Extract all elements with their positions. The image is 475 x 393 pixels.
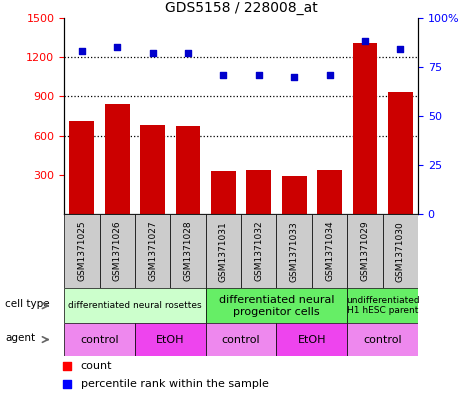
Bar <box>64 323 135 356</box>
Bar <box>64 214 100 288</box>
Bar <box>135 323 206 356</box>
Point <box>63 363 70 369</box>
Bar <box>347 323 418 356</box>
Text: EtOH: EtOH <box>156 334 184 345</box>
Bar <box>206 323 276 356</box>
Point <box>63 380 70 387</box>
Bar <box>176 127 200 214</box>
Point <box>326 72 333 78</box>
Bar <box>388 92 413 214</box>
Text: GSM1371030: GSM1371030 <box>396 221 405 281</box>
Bar <box>247 170 271 214</box>
Text: count: count <box>81 361 112 371</box>
Text: GSM1371034: GSM1371034 <box>325 221 334 281</box>
Point <box>149 50 156 56</box>
Bar <box>206 214 241 288</box>
Text: GSM1371033: GSM1371033 <box>290 221 299 281</box>
Bar <box>347 288 418 323</box>
Bar <box>312 214 347 288</box>
Point <box>290 73 298 80</box>
Text: control: control <box>222 334 260 345</box>
Bar <box>317 170 342 214</box>
Text: GSM1371032: GSM1371032 <box>254 221 263 281</box>
Bar <box>276 323 347 356</box>
Text: GSM1371031: GSM1371031 <box>219 221 228 281</box>
Text: GSM1371025: GSM1371025 <box>77 221 86 281</box>
Point <box>361 38 369 44</box>
Text: percentile rank within the sample: percentile rank within the sample <box>81 379 269 389</box>
Bar <box>69 121 94 214</box>
Bar <box>171 214 206 288</box>
Text: GSM1371027: GSM1371027 <box>148 221 157 281</box>
Point <box>219 72 227 78</box>
Text: cell type: cell type <box>5 299 50 309</box>
Bar <box>100 214 135 288</box>
Text: agent: agent <box>5 333 35 343</box>
Text: control: control <box>80 334 119 345</box>
Point <box>184 50 192 56</box>
Text: EtOH: EtOH <box>297 334 326 345</box>
Bar <box>64 288 206 323</box>
Bar <box>140 125 165 214</box>
Point <box>397 46 404 52</box>
Text: GSM1371026: GSM1371026 <box>113 221 122 281</box>
Bar <box>383 214 418 288</box>
Bar <box>206 288 347 323</box>
Bar <box>282 176 306 214</box>
Point <box>78 48 86 54</box>
Bar <box>347 214 383 288</box>
Point <box>114 44 121 50</box>
Text: differentiated neural rosettes: differentiated neural rosettes <box>68 301 202 310</box>
Title: GDS5158 / 228008_at: GDS5158 / 228008_at <box>165 1 317 15</box>
Bar <box>352 42 377 214</box>
Bar <box>241 214 276 288</box>
Text: control: control <box>363 334 402 345</box>
Bar <box>276 214 312 288</box>
Bar <box>211 171 236 214</box>
Point <box>255 72 263 78</box>
Text: differentiated neural
progenitor cells: differentiated neural progenitor cells <box>218 295 334 316</box>
Text: undifferentiated
H1 hESC parent: undifferentiated H1 hESC parent <box>346 296 419 316</box>
Bar <box>105 104 130 214</box>
Bar <box>135 214 171 288</box>
Text: GSM1371029: GSM1371029 <box>361 221 370 281</box>
Text: GSM1371028: GSM1371028 <box>183 221 192 281</box>
